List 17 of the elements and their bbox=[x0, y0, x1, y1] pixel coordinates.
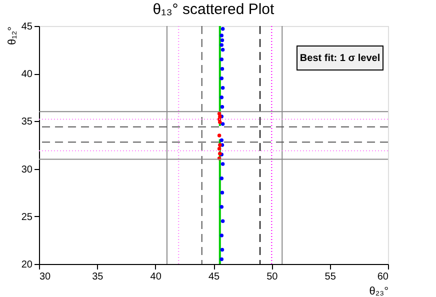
x-tick-label: 30 bbox=[40, 272, 52, 282]
y-tick-label: 20 bbox=[21, 260, 33, 270]
y-tick-label: 40 bbox=[21, 69, 33, 80]
x-tick-label: 55 bbox=[324, 272, 336, 282]
x-tick-label: 45 bbox=[208, 272, 220, 282]
x-tick-label: 35 bbox=[92, 272, 104, 282]
y-tick-label: 45 bbox=[21, 22, 33, 32]
x-tick-label: 60 bbox=[377, 272, 389, 282]
chart-title: θ₁₃° scattered Plot bbox=[152, 1, 276, 18]
x-axis-title: θ₂₃° bbox=[369, 286, 388, 297]
y-tick-label: 35 bbox=[21, 116, 33, 128]
annotation: Best fit: 1 σ level bbox=[300, 53, 380, 64]
x-tick-label: 40 bbox=[150, 272, 162, 282]
y-tick-label: 25 bbox=[21, 212, 33, 223]
y-tick-label: 30 bbox=[21, 164, 33, 176]
y-axis-title: θ₁₂° bbox=[6, 26, 18, 45]
x-tick-label: 50 bbox=[266, 272, 278, 282]
